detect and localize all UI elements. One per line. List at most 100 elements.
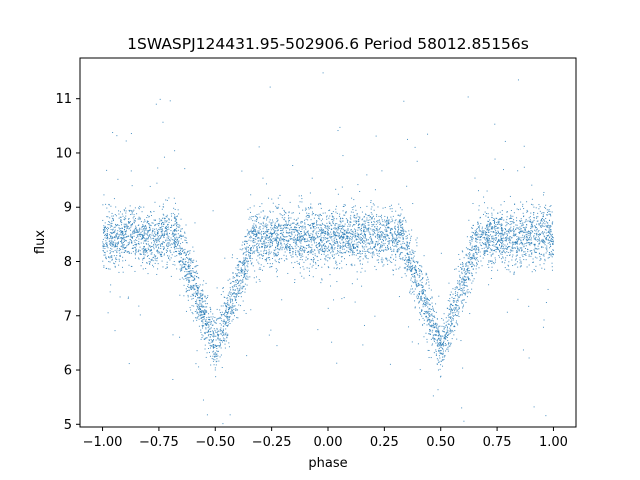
data-point xyxy=(258,230,260,232)
data-point xyxy=(431,305,433,307)
data-point xyxy=(291,233,293,235)
data-point xyxy=(134,247,136,249)
data-point xyxy=(461,302,463,304)
data-point xyxy=(311,214,313,216)
data-point xyxy=(401,252,403,254)
data-point xyxy=(497,248,499,250)
data-point xyxy=(184,236,186,238)
data-point xyxy=(313,222,315,224)
data-point xyxy=(364,255,366,257)
data-point xyxy=(161,220,163,222)
data-point xyxy=(141,237,143,239)
data-point xyxy=(492,227,494,229)
data-point xyxy=(248,232,250,234)
data-point xyxy=(300,253,302,255)
data-point xyxy=(482,234,484,236)
data-point xyxy=(490,255,492,257)
data-point xyxy=(421,286,423,288)
data-point xyxy=(244,273,246,275)
data-point xyxy=(280,242,282,244)
data-point xyxy=(302,225,304,227)
data-point xyxy=(471,273,473,275)
data-point xyxy=(412,268,414,270)
data-point xyxy=(110,225,112,227)
data-point xyxy=(493,223,495,225)
data-point xyxy=(300,237,302,239)
data-point xyxy=(428,313,430,315)
data-point xyxy=(274,237,276,239)
data-point xyxy=(486,250,488,252)
data-point xyxy=(308,233,310,235)
data-point xyxy=(375,248,377,250)
data-point xyxy=(398,240,400,242)
data-point xyxy=(271,235,273,237)
data-point xyxy=(276,218,278,220)
data-point xyxy=(367,215,369,217)
data-point xyxy=(402,247,404,249)
data-point xyxy=(192,320,194,322)
data-point xyxy=(473,258,475,260)
data-point xyxy=(431,302,433,304)
data-point xyxy=(359,233,361,235)
data-point xyxy=(521,242,523,244)
data-point xyxy=(528,305,530,307)
data-point xyxy=(293,227,295,229)
data-point xyxy=(515,224,517,226)
data-point xyxy=(392,241,394,243)
data-point xyxy=(461,310,463,312)
data-point xyxy=(522,236,524,238)
data-point xyxy=(302,237,304,239)
data-point xyxy=(253,205,255,207)
data-point xyxy=(327,254,329,256)
data-point xyxy=(330,247,332,249)
data-point xyxy=(168,218,170,220)
data-point xyxy=(225,340,227,342)
data-point xyxy=(256,248,258,250)
data-point xyxy=(502,257,504,259)
data-point xyxy=(155,246,157,248)
data-point xyxy=(229,307,231,309)
data-point xyxy=(537,231,539,233)
data-point xyxy=(388,259,390,261)
data-point xyxy=(392,237,394,239)
data-point xyxy=(327,237,329,239)
data-point xyxy=(449,313,451,315)
data-point xyxy=(172,212,174,214)
data-point xyxy=(303,251,305,253)
data-point xyxy=(306,267,308,269)
data-point xyxy=(233,295,235,297)
data-point xyxy=(401,230,403,232)
data-point xyxy=(318,245,320,247)
data-point xyxy=(200,329,202,331)
data-point xyxy=(196,311,198,313)
data-point xyxy=(328,226,330,228)
data-point xyxy=(541,220,543,222)
data-point xyxy=(479,225,481,227)
data-point xyxy=(407,269,409,271)
data-point xyxy=(277,197,279,199)
data-point xyxy=(351,248,353,250)
data-point xyxy=(216,348,218,349)
data-point xyxy=(501,233,503,235)
data-point xyxy=(506,235,508,237)
data-point xyxy=(270,234,272,236)
data-point xyxy=(375,243,377,245)
data-point xyxy=(343,229,345,231)
data-point xyxy=(111,233,113,235)
data-point xyxy=(485,244,487,246)
data-point xyxy=(131,241,133,243)
data-point xyxy=(341,224,343,226)
data-point xyxy=(409,265,411,267)
data-point xyxy=(273,231,275,233)
data-point xyxy=(248,255,250,257)
data-point xyxy=(240,267,242,269)
data-point xyxy=(253,247,255,249)
data-point xyxy=(549,234,551,236)
data-point xyxy=(396,246,398,248)
data-point xyxy=(324,233,326,235)
data-point xyxy=(382,244,384,246)
data-point xyxy=(298,263,300,265)
data-point xyxy=(409,242,411,244)
data-point xyxy=(253,252,255,254)
data-point xyxy=(124,247,126,249)
